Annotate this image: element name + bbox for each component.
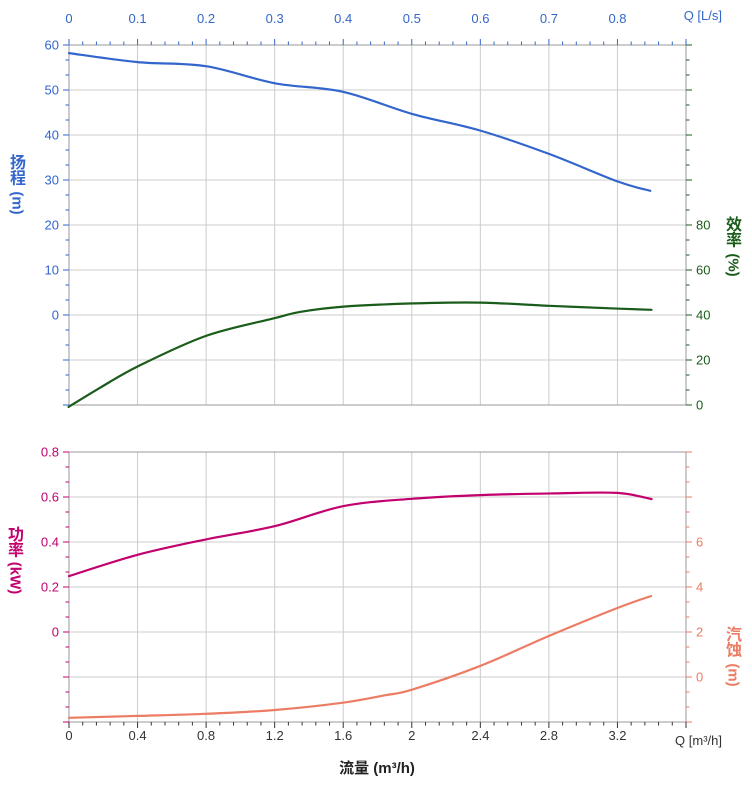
svg-text:6: 6 <box>696 535 703 550</box>
svg-text:40: 40 <box>45 128 59 143</box>
svg-text:0.4: 0.4 <box>129 728 147 743</box>
svg-text:60: 60 <box>696 263 710 278</box>
svg-text:40: 40 <box>696 308 710 323</box>
svg-text:0: 0 <box>696 398 703 413</box>
svg-text:率: 率 <box>726 227 742 251</box>
svg-text:10: 10 <box>45 263 59 278</box>
svg-text:0.4: 0.4 <box>334 11 352 26</box>
svg-text:0.8: 0.8 <box>608 11 626 26</box>
svg-text:Q [m³/h]: Q [m³/h] <box>675 733 722 748</box>
svg-text:2: 2 <box>408 728 415 743</box>
svg-text:2.4: 2.4 <box>471 728 489 743</box>
svg-text:0.3: 0.3 <box>266 11 284 26</box>
svg-text:0.4: 0.4 <box>41 535 59 550</box>
svg-text:0: 0 <box>52 308 59 323</box>
svg-text:Q [L/s]: Q [L/s] <box>684 8 722 23</box>
svg-text:30: 30 <box>45 173 59 188</box>
svg-text:(m): (m) <box>9 191 26 214</box>
svg-text:80: 80 <box>696 218 710 233</box>
svg-text:50: 50 <box>45 83 59 98</box>
svg-text:0: 0 <box>65 728 72 743</box>
svg-text:0.7: 0.7 <box>540 11 558 26</box>
svg-text:0.8: 0.8 <box>41 445 59 460</box>
svg-text:蚀: 蚀 <box>726 637 742 661</box>
svg-text:程: 程 <box>10 165 26 189</box>
svg-text:0: 0 <box>65 11 72 26</box>
svg-text:0.6: 0.6 <box>41 490 59 505</box>
svg-text:0.8: 0.8 <box>197 728 215 743</box>
svg-text:(%): (%) <box>725 253 742 276</box>
svg-text:流量 (m³/h): 流量 (m³/h) <box>339 759 415 777</box>
svg-text:60: 60 <box>45 38 59 53</box>
svg-text:0.6: 0.6 <box>471 11 489 26</box>
svg-text:2: 2 <box>696 625 703 640</box>
svg-text:4: 4 <box>696 580 703 595</box>
svg-text:(kW): (kW) <box>7 562 24 595</box>
svg-text:0: 0 <box>696 670 703 685</box>
svg-text:1.6: 1.6 <box>334 728 352 743</box>
svg-text:0.1: 0.1 <box>129 11 147 26</box>
svg-text:率: 率 <box>8 537 24 561</box>
svg-text:3.2: 3.2 <box>608 728 626 743</box>
svg-text:1.2: 1.2 <box>266 728 284 743</box>
svg-text:2.8: 2.8 <box>540 728 558 743</box>
svg-text:0.2: 0.2 <box>41 580 59 595</box>
svg-text:0.5: 0.5 <box>403 11 421 26</box>
svg-text:20: 20 <box>696 353 710 368</box>
svg-text:(m): (m) <box>725 663 742 686</box>
svg-text:0.2: 0.2 <box>197 11 215 26</box>
svg-text:0: 0 <box>52 625 59 640</box>
svg-text:20: 20 <box>45 218 59 233</box>
